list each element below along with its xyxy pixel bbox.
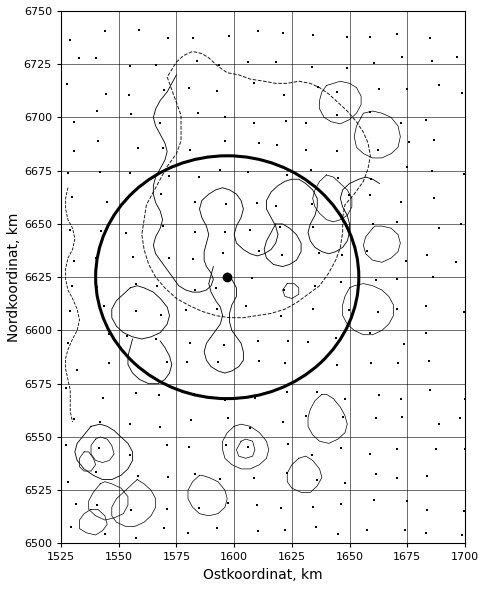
X-axis label: Ostkoordinat, km: Ostkoordinat, km — [203, 568, 323, 582]
Y-axis label: Nordkoordinat, km: Nordkoordinat, km — [7, 213, 21, 342]
